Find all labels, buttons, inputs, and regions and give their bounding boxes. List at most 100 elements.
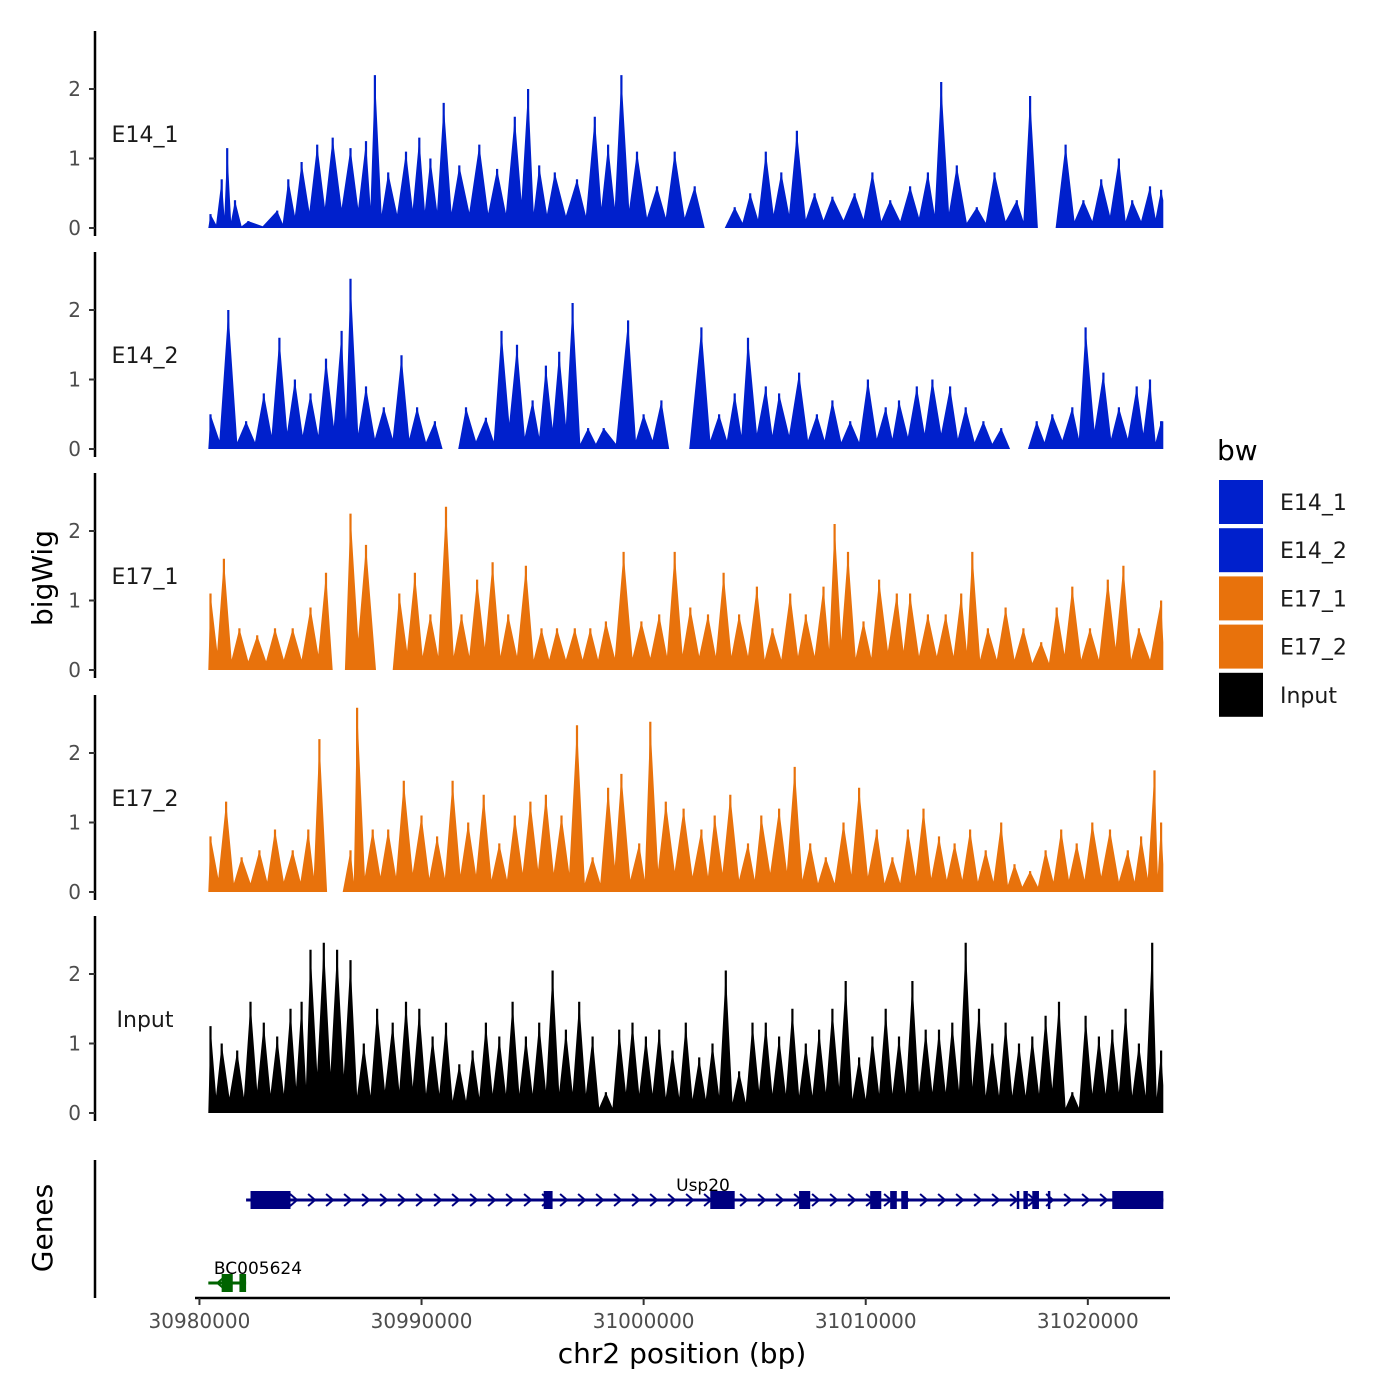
- legend-item-e14-1: E14_1: [1219, 480, 1347, 524]
- track-e14-2: 0 1 2 E14_2: [68, 252, 1164, 461]
- legend-item-e17-1: E17_1: [1219, 576, 1347, 621]
- genes-panel: Usp20 BC005624: [93, 1160, 1164, 1298]
- y-tick-label: 0: [68, 216, 81, 240]
- gene-bc005624: BC005624: [208, 1259, 302, 1292]
- gene-label: BC005624: [214, 1259, 302, 1279]
- y-tick-label: 0: [68, 437, 81, 461]
- y-tick-label: 2: [68, 519, 81, 543]
- track-label: E17_1: [112, 565, 179, 590]
- legend-title: bw: [1217, 434, 1258, 467]
- strand-arrow-icon: [397, 1193, 407, 1207]
- x-tick-label: 31020000: [1037, 1309, 1139, 1333]
- track-e17-2: 0 1 2 E17_2: [68, 695, 1164, 904]
- strand-arrow-icon: [991, 1193, 1001, 1207]
- strand-arrow-icon: [739, 1193, 749, 1207]
- y-tick-label: 2: [68, 77, 81, 101]
- y-tick-label: 1: [68, 1032, 81, 1056]
- gene-exon: [221, 1274, 233, 1292]
- strand-arrow-icon: [847, 1193, 857, 1207]
- gene-exon: [1032, 1191, 1039, 1209]
- strand-arrow-icon: [361, 1193, 371, 1207]
- genes-axis-title: Genes: [26, 1184, 59, 1272]
- strand-arrow-icon: [487, 1193, 497, 1207]
- gene-exon: [1016, 1191, 1020, 1209]
- legend-swatch: [1219, 528, 1263, 573]
- strand-arrow-icon: [289, 1193, 299, 1207]
- strand-arrow-icon: [919, 1193, 929, 1207]
- gene-exon: [799, 1191, 811, 1209]
- gene-exon: [710, 1191, 735, 1209]
- track-label: E14_1: [112, 123, 179, 148]
- gene-exon: [890, 1191, 897, 1209]
- strand-arrow-icon: [631, 1193, 641, 1207]
- track-input: 0 1 2 Input: [68, 916, 1164, 1125]
- strand-arrow-icon: [1081, 1193, 1091, 1207]
- strand-arrow-icon: [415, 1193, 425, 1207]
- strand-arrow-icon: [811, 1193, 821, 1207]
- track-label: E14_2: [112, 344, 179, 369]
- strand-arrow-icon: [829, 1193, 839, 1207]
- strand-arrow-icon: [325, 1193, 335, 1207]
- y-tick-label: 2: [68, 962, 81, 986]
- gene-exon: [543, 1191, 553, 1209]
- y-tick-label: 2: [68, 298, 81, 322]
- y-tick-label: 1: [68, 589, 81, 613]
- gene-label: Usp20: [676, 1176, 730, 1196]
- y-tick-label: 1: [68, 147, 81, 171]
- strand-arrow-icon: [451, 1193, 461, 1207]
- legend: bw E14_1 E14_2 E17_1 E17_2 Input: [1217, 434, 1347, 717]
- strand-arrow-icon: [757, 1193, 767, 1207]
- strand-arrow-icon: [523, 1193, 533, 1207]
- strand-arrow-icon: [685, 1193, 695, 1207]
- strand-arrow-icon: [1063, 1193, 1073, 1207]
- legend-item-input: Input: [1219, 672, 1337, 717]
- track-e14-1: 0 1 2 E14_1: [68, 31, 1164, 240]
- strand-arrow-icon: [595, 1193, 605, 1207]
- legend-label: E17_1: [1280, 587, 1347, 612]
- gene-exon: [250, 1191, 291, 1209]
- strand-arrow-icon: [613, 1193, 623, 1207]
- y-tick-label: 1: [68, 368, 81, 392]
- gene-usp20: Usp20: [246, 1176, 1164, 1209]
- strand-arrow-icon: [307, 1193, 317, 1207]
- strand-arrow-icon: [577, 1193, 587, 1207]
- legend-label: E14_2: [1280, 539, 1347, 564]
- x-axis-title: chr2 position (bp): [558, 1337, 807, 1370]
- gene-exon: [901, 1191, 908, 1209]
- x-axis: 30980000 30990000 31000000 31010000 31020000: [149, 1296, 1170, 1333]
- strand-arrow-icon: [559, 1193, 569, 1207]
- strand-arrow-icon: [505, 1193, 515, 1207]
- track-e17-1: 0 1 2 E17_1: [68, 473, 1164, 682]
- strand-arrow-icon: [937, 1193, 947, 1207]
- bigwig-tracks: 0 1 2 E14_1 0 1 2 E14_2 0 1 2 E17_1 0 1 2 E17_2 0 1 2 Input: [68, 31, 1164, 1125]
- y-tick-label: 1: [68, 811, 81, 835]
- strand-arrow-icon: [973, 1193, 983, 1207]
- strand-arrow-icon: [649, 1193, 659, 1207]
- legend-swatch: [1219, 576, 1263, 621]
- strand-arrow-icon: [667, 1193, 677, 1207]
- track-label: E17_2: [112, 787, 179, 812]
- strand-arrow-icon: [1099, 1193, 1109, 1207]
- x-tick-label: 31000000: [593, 1309, 695, 1333]
- strand-arrow-icon: [433, 1193, 443, 1207]
- coverage-area-e14-1: [208, 75, 1164, 228]
- strand-arrow-icon: [955, 1193, 965, 1207]
- y-tick-label: 0: [68, 1101, 81, 1125]
- gene-exon: [1023, 1191, 1028, 1209]
- coverage-area-e14-2: [208, 278, 1164, 449]
- x-tick-label: 31010000: [815, 1309, 917, 1333]
- gene-exon: [870, 1191, 882, 1209]
- track-label: Input: [117, 1008, 174, 1033]
- legend-label: E17_2: [1280, 636, 1347, 661]
- strand-arrow-icon: [343, 1193, 353, 1207]
- y-axis-title: bigWig: [26, 530, 59, 626]
- legend-label: E14_1: [1280, 491, 1347, 516]
- x-tick-label: 30990000: [371, 1309, 473, 1333]
- legend-swatch: [1219, 672, 1263, 717]
- strand-arrow-icon: [379, 1193, 389, 1207]
- x-tick-label: 30980000: [149, 1309, 251, 1333]
- legend-swatch: [1219, 480, 1263, 524]
- legend-item-e14-2: E14_2: [1219, 528, 1347, 573]
- gene-exon: [1112, 1191, 1164, 1209]
